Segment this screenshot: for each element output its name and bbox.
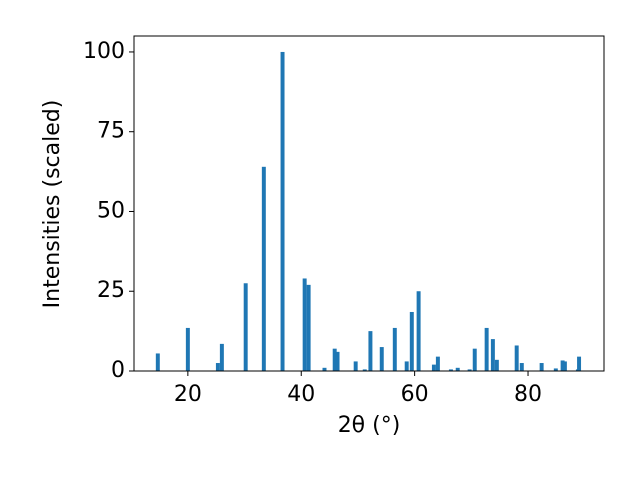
- bar: [553, 368, 558, 371]
- bar: [494, 359, 499, 371]
- bar: [435, 356, 440, 371]
- x-tick-label: 80: [514, 382, 542, 407]
- y-axis-label: Intensities (scaled): [40, 100, 65, 309]
- bar: [322, 367, 327, 371]
- bar: [560, 360, 565, 371]
- x-axis-label: 2θ (°): [338, 413, 401, 438]
- bar: [280, 51, 285, 371]
- bar: [379, 347, 384, 371]
- bar: [306, 284, 311, 371]
- bar: [484, 327, 489, 371]
- bar: [243, 283, 248, 371]
- bar: [539, 363, 544, 371]
- bar: [519, 363, 524, 371]
- bar: [472, 348, 477, 371]
- x-tick-label: 20: [174, 382, 202, 407]
- bar: [302, 278, 307, 371]
- bar: [514, 345, 519, 371]
- bar: [261, 166, 266, 371]
- y-tick-label: 0: [111, 358, 125, 383]
- bar: [155, 353, 160, 371]
- bar: [467, 369, 472, 371]
- y-tick-label: 25: [97, 278, 125, 303]
- x-tick-label: 60: [401, 382, 429, 407]
- bar: [368, 331, 373, 371]
- x-tick-label: 40: [287, 382, 315, 407]
- bar: [448, 369, 453, 371]
- y-tick-label: 100: [83, 39, 125, 64]
- bar: [332, 348, 337, 371]
- y-tick-label: 50: [97, 198, 125, 223]
- bar: [562, 361, 567, 371]
- bar: [455, 367, 460, 371]
- bar: [490, 339, 495, 371]
- bar: [416, 291, 421, 371]
- bar: [219, 343, 224, 371]
- bar: [185, 327, 190, 371]
- bar: [392, 327, 397, 371]
- y-tick-label: 75: [97, 119, 125, 144]
- bar: [404, 361, 409, 371]
- bar: [353, 361, 358, 371]
- bar: [335, 351, 340, 371]
- plot-frame: [133, 35, 605, 372]
- bar: [215, 363, 220, 371]
- bar: [431, 364, 436, 371]
- bar: [362, 369, 367, 371]
- bar: [409, 311, 414, 371]
- bar: [577, 356, 582, 371]
